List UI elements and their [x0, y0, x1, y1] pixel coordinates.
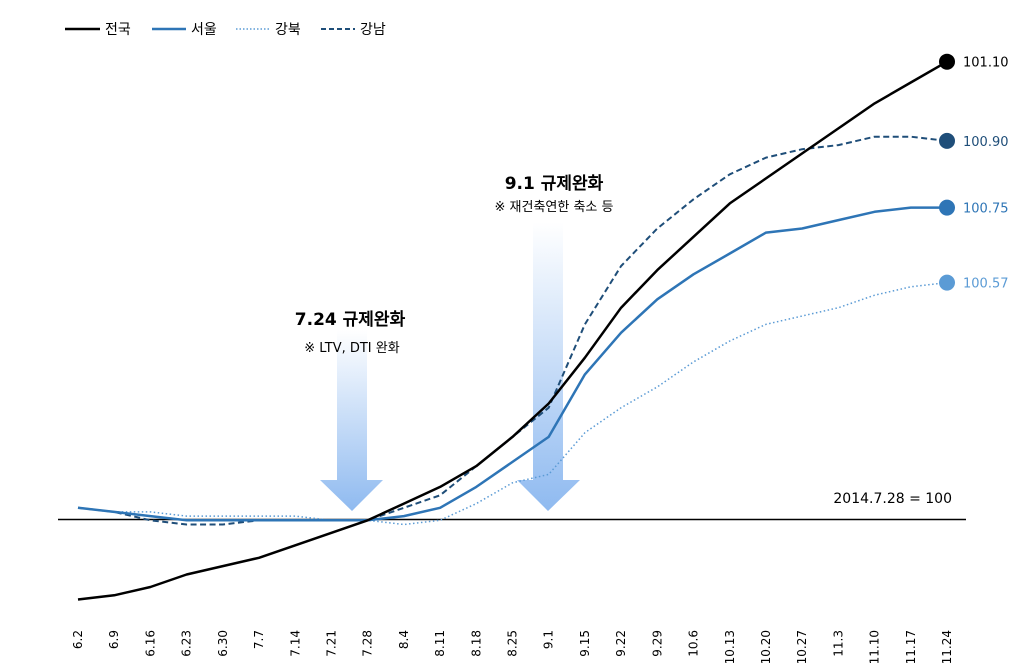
legend-label-national: 전국 [105, 22, 131, 38]
x-tick-label: 11.17 [904, 630, 918, 664]
x-tick-label: 8.25 [506, 630, 520, 657]
x-tick-label: 10.13 [723, 630, 737, 664]
x-tick-label: 9.1 [542, 630, 556, 649]
legend-label-gangnam: 강남 [360, 22, 386, 38]
annotation-subtitle-91: ※ 재건축연한 축소 등 [495, 200, 614, 215]
x-tick-label: 6.16 [143, 630, 157, 657]
x-tick-label: 8.18 [469, 630, 483, 657]
legend-label-gangbuk: 강북 [275, 22, 301, 38]
x-tick-label: 9.22 [614, 630, 628, 657]
baseline-label: 2014.7.28 = 100 [833, 491, 952, 507]
end-marker-gangbuk [939, 274, 955, 291]
x-tick-label: 7.7 [252, 630, 266, 649]
x-tick-label: 10.20 [759, 630, 773, 664]
series-line-gangnam [77, 135, 948, 526]
x-tick-label: 6.30 [216, 630, 230, 657]
x-tick-label: 9.29 [650, 630, 664, 657]
x-tick-label: 6.2 [71, 630, 85, 649]
end-label-gangbuk: 100.57 [963, 277, 1009, 292]
x-tick-label: 7.21 [324, 630, 338, 657]
x-tick-label: 10.27 [795, 630, 809, 664]
end-marker-national [939, 53, 955, 70]
series-line-gangbuk [77, 281, 948, 526]
annotation-arrow-91 [517, 222, 580, 511]
end-marker-gangnam [939, 132, 955, 149]
x-tick-label: 6.23 [180, 630, 194, 657]
annotation-subtitle-724: ※ LTV, DTI 완화 [304, 341, 399, 356]
x-tick-label: 7.14 [288, 630, 302, 657]
x-tick-label: 9.15 [578, 630, 592, 657]
end-label-national: 101.10 [963, 56, 1009, 71]
end-label-gangnam: 100.90 [963, 135, 1009, 150]
x-tick-label: 10.6 [687, 630, 701, 657]
legend: 전국 서울 강북 강남 [65, 22, 386, 38]
x-tick-label: 7.28 [361, 630, 375, 657]
annotation-title-724: 7.24 규제완화 [295, 310, 406, 330]
x-tick-label: 8.11 [433, 630, 447, 657]
x-tick-label: 11.24 [940, 630, 954, 664]
annotation-title-91: 9.1 규제완화 [505, 174, 604, 194]
end-label-seoul: 100.75 [963, 202, 1009, 217]
series-line-national [77, 60, 948, 601]
series-line-seoul [77, 206, 947, 522]
annotation-arrow-724 [320, 330, 383, 511]
x-tick-label: 8.4 [397, 630, 411, 649]
legend-label-seoul: 서울 [191, 22, 217, 38]
x-tick-label: 11.3 [831, 630, 845, 657]
x-tick-label: 6.9 [107, 630, 121, 649]
end-marker-seoul [939, 199, 955, 216]
x-tick-label: 11.10 [868, 630, 882, 664]
